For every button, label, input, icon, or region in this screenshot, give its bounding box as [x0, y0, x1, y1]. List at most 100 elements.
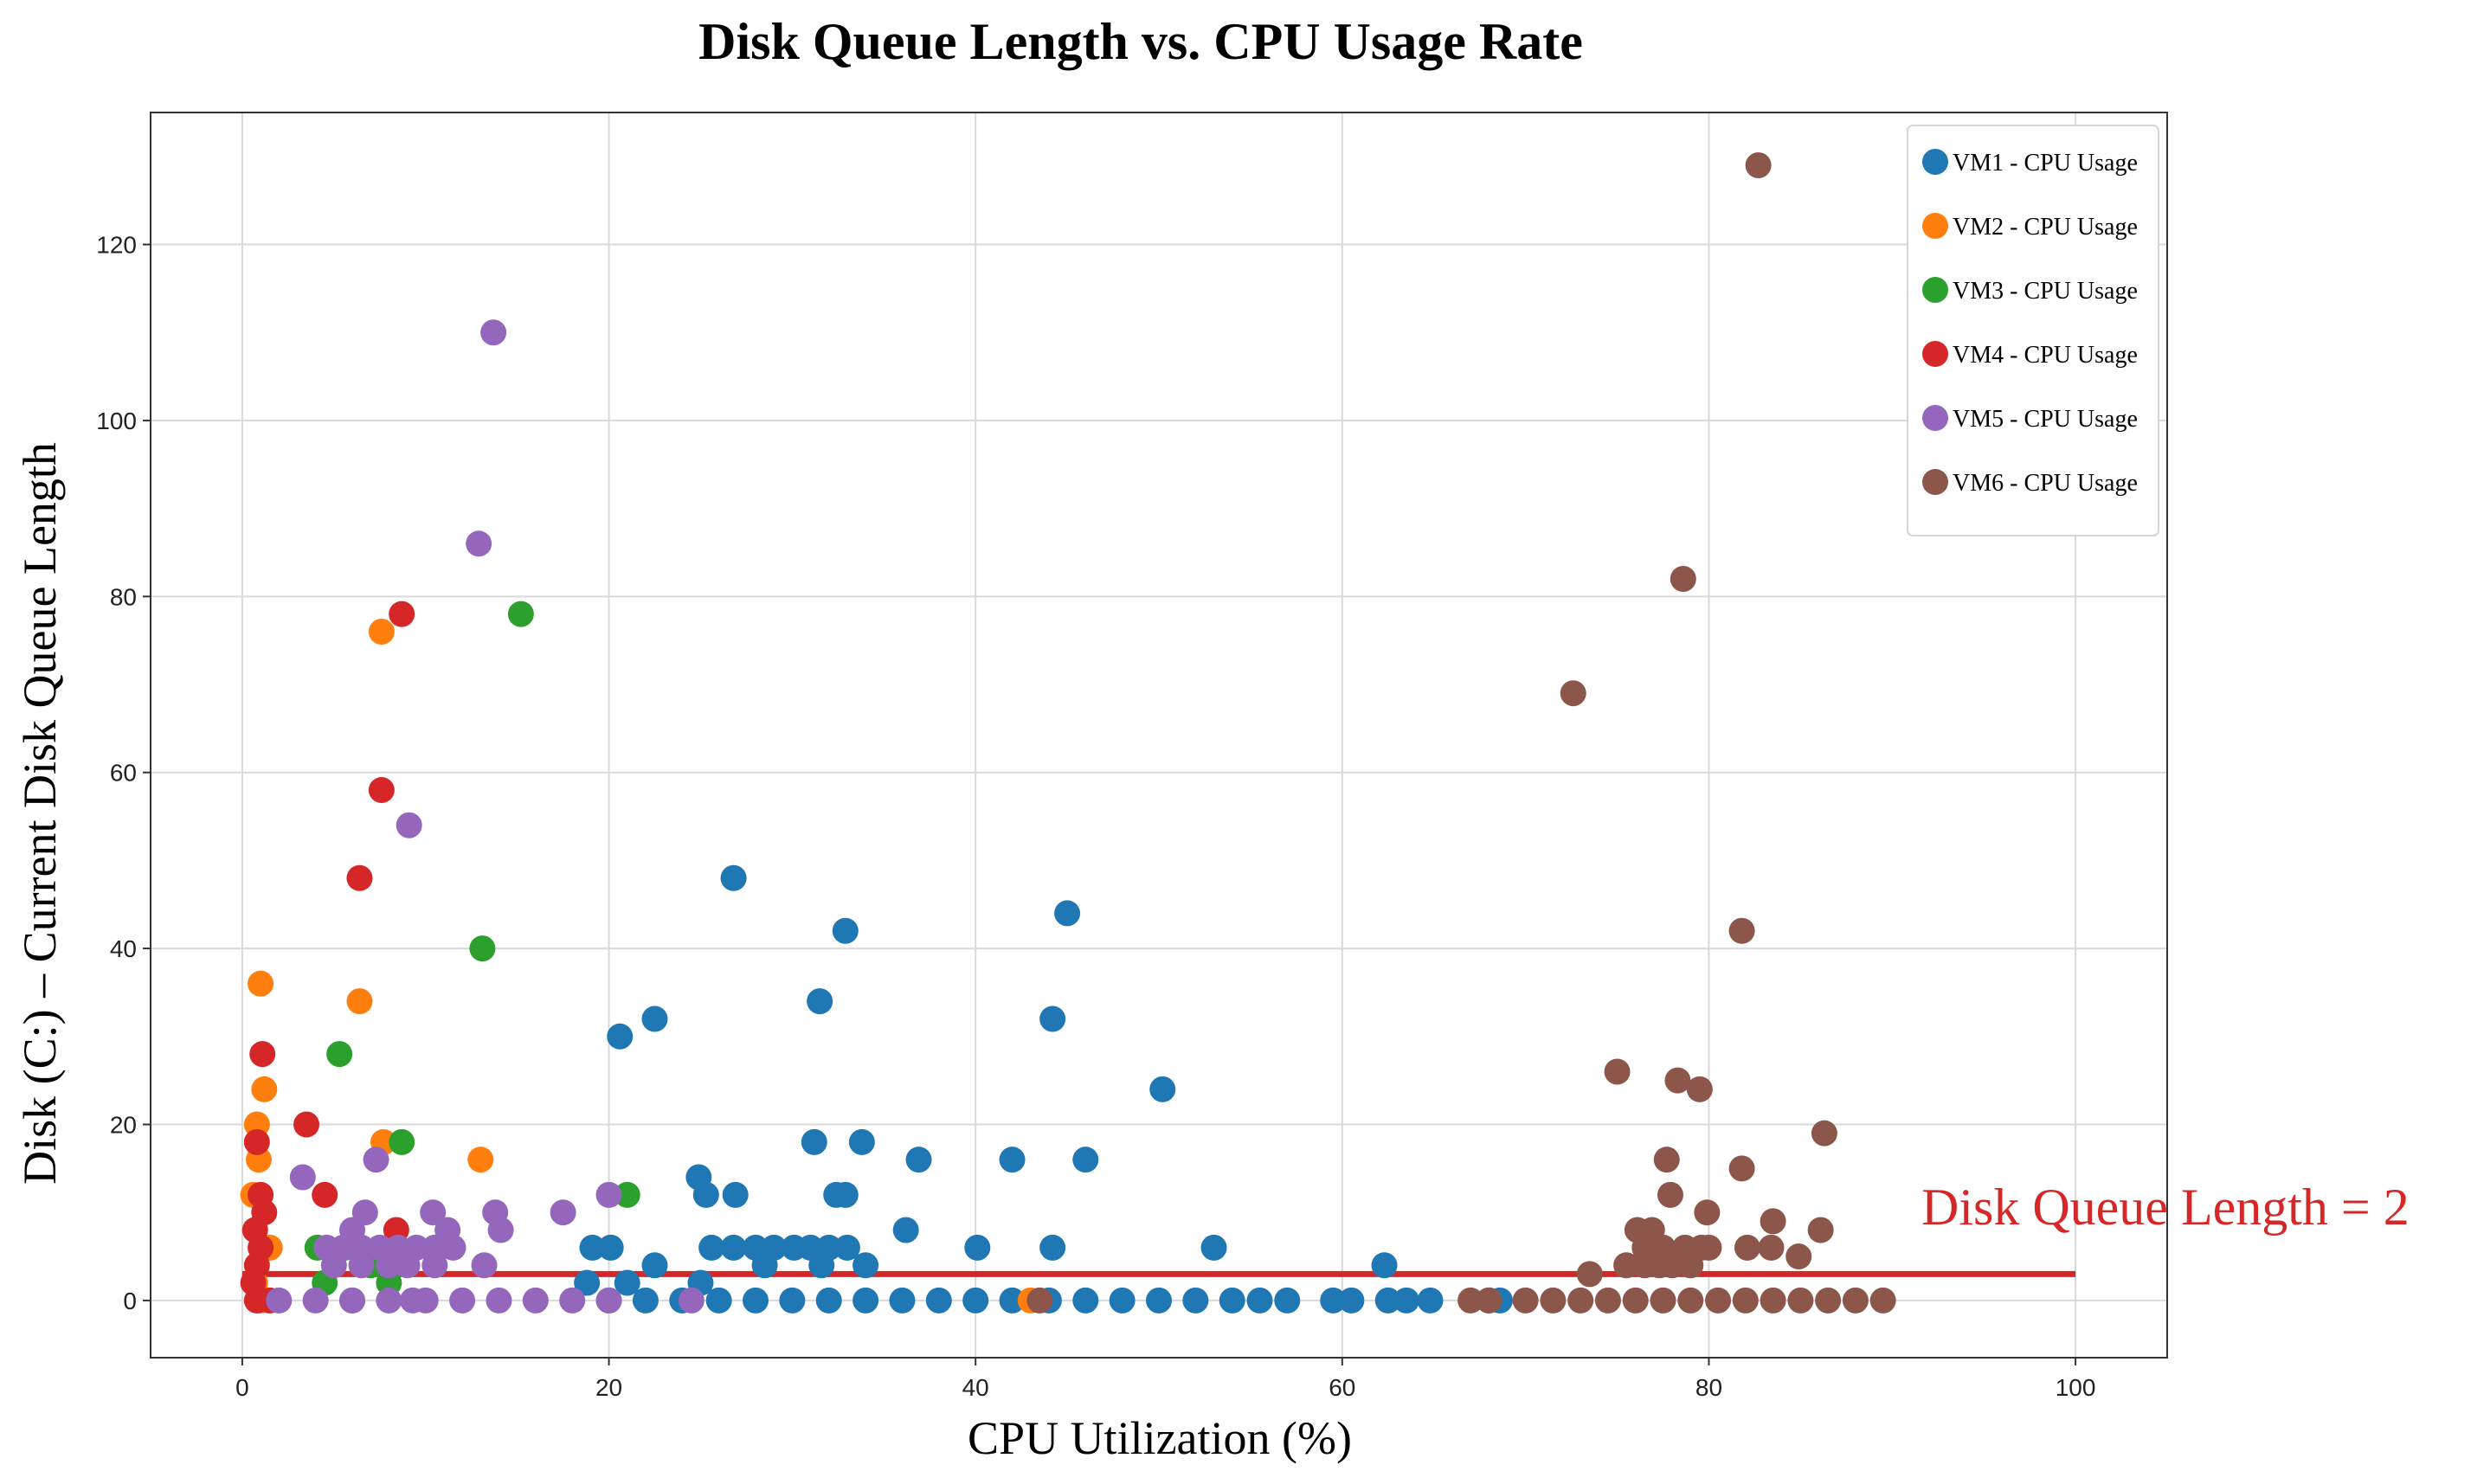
- data-point: [1594, 1287, 1621, 1314]
- data-point: [266, 1287, 293, 1314]
- data-point: [376, 1252, 402, 1279]
- data-point: [1476, 1287, 1502, 1314]
- data-point: [692, 1181, 719, 1208]
- data-point: [1732, 1287, 1759, 1314]
- data-point: [1670, 565, 1696, 592]
- data-point: [641, 1252, 668, 1279]
- data-point: [892, 1217, 919, 1243]
- data-point: [1026, 1287, 1053, 1314]
- data-point: [1560, 680, 1586, 707]
- series-1: [574, 864, 1513, 1314]
- data-point: [1146, 1287, 1172, 1314]
- data-point: [1694, 1199, 1721, 1226]
- x-tick-label: 100: [2056, 1374, 2096, 1401]
- data-point: [394, 1252, 421, 1279]
- data-point: [1374, 1287, 1401, 1314]
- data-point: [751, 1252, 778, 1279]
- data-point: [1657, 1181, 1683, 1208]
- data-point: [574, 1269, 601, 1296]
- data-point: [1567, 1287, 1594, 1314]
- data-point: [1246, 1287, 1273, 1314]
- data-point: [421, 1252, 448, 1279]
- data-point: [1811, 1120, 1837, 1147]
- data-point: [614, 1181, 640, 1208]
- x-tick-label: 40: [962, 1374, 989, 1401]
- y-axis-label: Disk (C:) – Current Disk Queue Length: [14, 442, 66, 1185]
- data-points: [240, 152, 1896, 1314]
- data-point: [1815, 1287, 1842, 1314]
- data-point: [595, 1181, 622, 1208]
- data-point: [815, 1287, 842, 1314]
- data-point: [801, 1128, 827, 1155]
- x-tick-label: 80: [1695, 1374, 1722, 1401]
- data-point: [449, 1287, 476, 1314]
- data-point: [1039, 1005, 1066, 1032]
- data-point: [1072, 1287, 1099, 1314]
- data-point: [1219, 1287, 1245, 1314]
- series-4: [240, 601, 415, 1314]
- data-point: [1338, 1287, 1365, 1314]
- legend-marker: [1922, 469, 1948, 495]
- data-point: [326, 1041, 353, 1068]
- data-point: [832, 917, 859, 944]
- data-point: [853, 1287, 879, 1314]
- x-axis-label: CPU Utilization (%): [968, 1412, 1352, 1464]
- y-tick-label: 20: [110, 1112, 137, 1139]
- data-point: [999, 1287, 1026, 1314]
- data-point: [412, 1287, 439, 1314]
- legend-label: VM5 - CPU Usage: [1953, 406, 2138, 433]
- x-axis-ticks: 0 20 40 60 80 100: [235, 1358, 2095, 1401]
- data-point: [1109, 1287, 1136, 1314]
- data-point: [1760, 1287, 1786, 1314]
- data-point: [1677, 1287, 1704, 1314]
- legend-marker: [1922, 405, 1948, 431]
- x-tick-label: 60: [1329, 1374, 1355, 1401]
- data-point: [312, 1181, 338, 1208]
- data-point: [1512, 1287, 1539, 1314]
- grid-lines: [151, 112, 2167, 1358]
- data-point: [348, 1252, 375, 1279]
- data-point: [302, 1287, 329, 1314]
- data-point: [389, 601, 415, 627]
- data-point: [779, 1287, 806, 1314]
- data-point: [1659, 1252, 1686, 1279]
- data-point: [833, 1234, 860, 1261]
- data-point: [1728, 917, 1755, 944]
- data-point: [320, 1252, 347, 1279]
- data-point: [905, 1147, 932, 1173]
- data-point: [346, 864, 373, 891]
- y-tick-label: 80: [110, 583, 137, 610]
- data-point: [1842, 1287, 1869, 1314]
- y-tick-label: 100: [96, 408, 137, 434]
- data-point: [487, 1217, 514, 1243]
- data-point: [678, 1287, 705, 1314]
- data-point: [1760, 1208, 1786, 1235]
- data-point: [1274, 1287, 1301, 1314]
- data-point: [632, 1287, 659, 1314]
- threshold-label: Disk Queue Length = 2: [1921, 1179, 2410, 1236]
- data-point: [1728, 1155, 1755, 1182]
- data-point: [807, 988, 833, 1015]
- data-point: [559, 1287, 586, 1314]
- data-point: [962, 1287, 989, 1314]
- data-point: [368, 777, 395, 804]
- data-point: [832, 1181, 859, 1208]
- data-point: [339, 1287, 365, 1314]
- data-point: [467, 1147, 494, 1173]
- data-point: [1182, 1287, 1209, 1314]
- data-point: [999, 1147, 1026, 1173]
- data-point: [293, 1111, 320, 1138]
- data-point: [1807, 1217, 1834, 1243]
- x-tick-label: 20: [595, 1374, 622, 1401]
- legend: VM1 - CPU Usage VM2 - CPU Usage VM3 - CPU …: [1907, 125, 2159, 536]
- data-point: [1734, 1234, 1760, 1261]
- data-point: [1677, 1252, 1704, 1279]
- data-point: [346, 988, 373, 1015]
- y-tick-label: 0: [123, 1288, 137, 1314]
- data-point: [1039, 1234, 1066, 1261]
- data-point: [595, 1287, 622, 1314]
- data-point: [251, 1076, 278, 1102]
- data-point: [368, 619, 395, 646]
- data-point: [1745, 152, 1772, 179]
